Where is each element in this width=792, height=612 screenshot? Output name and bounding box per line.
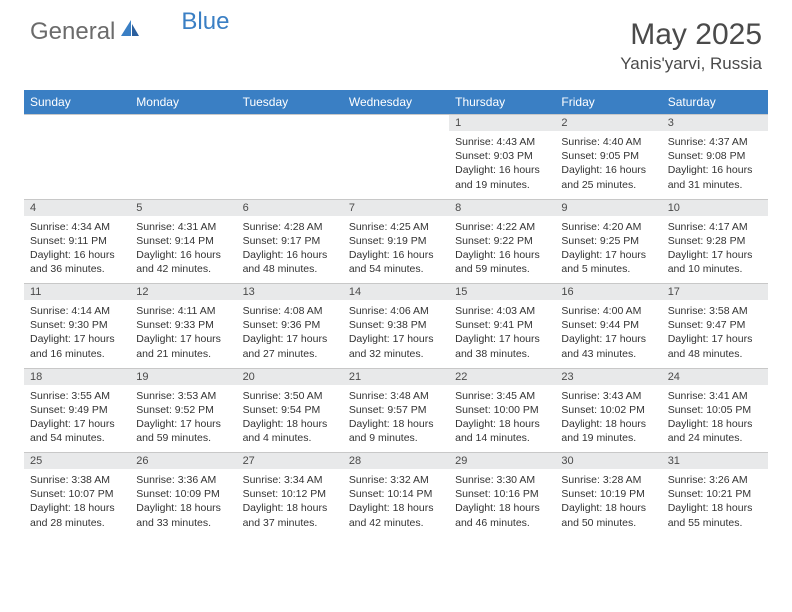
day-number: 12 (130, 284, 236, 301)
header: General Blue May 2025 Yanis'yarvi, Russi… (0, 0, 792, 82)
day-number: 18 (24, 368, 130, 385)
day-number: 20 (237, 368, 343, 385)
day-number: 1 (449, 115, 555, 132)
day-number: 28 (343, 453, 449, 470)
day-cell: Sunrise: 4:20 AMSunset: 9:25 PMDaylight:… (555, 216, 661, 284)
content-row: Sunrise: 3:38 AMSunset: 10:07 PMDaylight… (24, 469, 768, 537)
day-cell: Sunrise: 3:38 AMSunset: 10:07 PMDaylight… (24, 469, 130, 537)
logo-text-blue: Blue (181, 8, 229, 36)
weekday-header-row: Sunday Monday Tuesday Wednesday Thursday… (24, 90, 768, 115)
day-number: 17 (662, 284, 768, 301)
day-cell (343, 131, 449, 199)
day-number: 5 (130, 199, 236, 216)
logo: General Blue (30, 18, 229, 46)
daynum-row: 18192021222324 (24, 368, 768, 385)
day-cell: Sunrise: 3:34 AMSunset: 10:12 PMDaylight… (237, 469, 343, 537)
day-cell: Sunrise: 4:28 AMSunset: 9:17 PMDaylight:… (237, 216, 343, 284)
day-number: 9 (555, 199, 661, 216)
day-number: 14 (343, 284, 449, 301)
day-number: 2 (555, 115, 661, 132)
day-cell: Sunrise: 4:14 AMSunset: 9:30 PMDaylight:… (24, 300, 130, 368)
day-number: 4 (24, 199, 130, 216)
day-number: 10 (662, 199, 768, 216)
day-cell: Sunrise: 3:55 AMSunset: 9:49 PMDaylight:… (24, 385, 130, 453)
day-cell (237, 131, 343, 199)
day-cell: Sunrise: 4:25 AMSunset: 9:19 PMDaylight:… (343, 216, 449, 284)
logo-sail-icon (119, 18, 141, 43)
day-cell: Sunrise: 3:28 AMSunset: 10:19 PMDaylight… (555, 469, 661, 537)
day-cell: Sunrise: 3:43 AMSunset: 10:02 PMDaylight… (555, 385, 661, 453)
day-cell: Sunrise: 4:34 AMSunset: 9:11 PMDaylight:… (24, 216, 130, 284)
day-number: 15 (449, 284, 555, 301)
day-number: 7 (343, 199, 449, 216)
day-number: 21 (343, 368, 449, 385)
day-cell: Sunrise: 3:58 AMSunset: 9:47 PMDaylight:… (662, 300, 768, 368)
col-friday: Friday (555, 90, 661, 115)
day-cell: Sunrise: 3:36 AMSunset: 10:09 PMDaylight… (130, 469, 236, 537)
day-cell: Sunrise: 4:31 AMSunset: 9:14 PMDaylight:… (130, 216, 236, 284)
day-cell: Sunrise: 3:48 AMSunset: 9:57 PMDaylight:… (343, 385, 449, 453)
day-number: 23 (555, 368, 661, 385)
day-number: 16 (555, 284, 661, 301)
col-wednesday: Wednesday (343, 90, 449, 115)
col-sunday: Sunday (24, 90, 130, 115)
day-cell: Sunrise: 4:17 AMSunset: 9:28 PMDaylight:… (662, 216, 768, 284)
day-number: 11 (24, 284, 130, 301)
day-number: 3 (662, 115, 768, 132)
daynum-row: 45678910 (24, 199, 768, 216)
day-cell: Sunrise: 4:43 AMSunset: 9:03 PMDaylight:… (449, 131, 555, 199)
day-cell: Sunrise: 4:06 AMSunset: 9:38 PMDaylight:… (343, 300, 449, 368)
day-number (343, 115, 449, 132)
daynum-row: 11121314151617 (24, 284, 768, 301)
day-cell: Sunrise: 4:37 AMSunset: 9:08 PMDaylight:… (662, 131, 768, 199)
location-label: Yanis'yarvi, Russia (620, 54, 762, 74)
day-cell (24, 131, 130, 199)
col-saturday: Saturday (662, 90, 768, 115)
logo-text-general: General (30, 18, 115, 46)
day-cell: Sunrise: 3:50 AMSunset: 9:54 PMDaylight:… (237, 385, 343, 453)
day-cell: Sunrise: 3:30 AMSunset: 10:16 PMDaylight… (449, 469, 555, 537)
content-row: Sunrise: 4:43 AMSunset: 9:03 PMDaylight:… (24, 131, 768, 199)
day-cell: Sunrise: 3:53 AMSunset: 9:52 PMDaylight:… (130, 385, 236, 453)
day-number: 24 (662, 368, 768, 385)
day-cell (130, 131, 236, 199)
day-number: 30 (555, 453, 661, 470)
day-number: 6 (237, 199, 343, 216)
col-thursday: Thursday (449, 90, 555, 115)
day-number (130, 115, 236, 132)
content-row: Sunrise: 4:34 AMSunset: 9:11 PMDaylight:… (24, 216, 768, 284)
day-cell: Sunrise: 3:32 AMSunset: 10:14 PMDaylight… (343, 469, 449, 537)
day-cell: Sunrise: 4:22 AMSunset: 9:22 PMDaylight:… (449, 216, 555, 284)
day-number: 13 (237, 284, 343, 301)
day-number: 26 (130, 453, 236, 470)
day-cell: Sunrise: 4:11 AMSunset: 9:33 PMDaylight:… (130, 300, 236, 368)
day-number: 19 (130, 368, 236, 385)
col-monday: Monday (130, 90, 236, 115)
day-cell: Sunrise: 4:03 AMSunset: 9:41 PMDaylight:… (449, 300, 555, 368)
day-number: 25 (24, 453, 130, 470)
title-block: May 2025 Yanis'yarvi, Russia (620, 18, 762, 74)
page-title: May 2025 (620, 18, 762, 52)
col-tuesday: Tuesday (237, 90, 343, 115)
day-number (237, 115, 343, 132)
day-number: 31 (662, 453, 768, 470)
day-number: 22 (449, 368, 555, 385)
daynum-row: 123 (24, 115, 768, 132)
day-cell: Sunrise: 3:45 AMSunset: 10:00 PMDaylight… (449, 385, 555, 453)
content-row: Sunrise: 4:14 AMSunset: 9:30 PMDaylight:… (24, 300, 768, 368)
day-cell: Sunrise: 4:00 AMSunset: 9:44 PMDaylight:… (555, 300, 661, 368)
day-number: 27 (237, 453, 343, 470)
day-cell: Sunrise: 3:41 AMSunset: 10:05 PMDaylight… (662, 385, 768, 453)
day-number: 8 (449, 199, 555, 216)
content-row: Sunrise: 3:55 AMSunset: 9:49 PMDaylight:… (24, 385, 768, 453)
day-cell: Sunrise: 3:26 AMSunset: 10:21 PMDaylight… (662, 469, 768, 537)
day-cell: Sunrise: 4:40 AMSunset: 9:05 PMDaylight:… (555, 131, 661, 199)
day-number: 29 (449, 453, 555, 470)
calendar-table: Sunday Monday Tuesday Wednesday Thursday… (24, 90, 768, 537)
day-number (24, 115, 130, 132)
daynum-row: 25262728293031 (24, 453, 768, 470)
day-cell: Sunrise: 4:08 AMSunset: 9:36 PMDaylight:… (237, 300, 343, 368)
